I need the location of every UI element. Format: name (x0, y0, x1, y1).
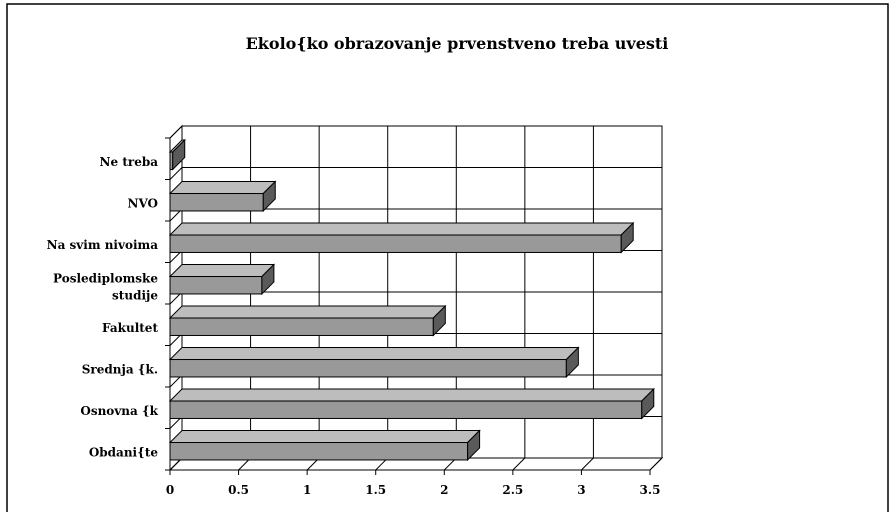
bar (168, 138, 186, 171)
x-tick-label: 0.5 (228, 483, 249, 497)
category-label-line: NVO (127, 196, 158, 210)
x-tick-labels: 0 0.5 1 1.5 2 2.5 3 3.5 (166, 483, 661, 497)
bar-front-face (169, 234, 622, 253)
category-label-line: Poslediplomske (53, 271, 158, 285)
bar (168, 221, 635, 254)
category-label-line: Obdani{te (89, 445, 159, 459)
floor-tick-line (512, 457, 526, 471)
category-label: Ne treba (100, 154, 159, 168)
floor-tick-line (581, 457, 594, 471)
bar-top-face (168, 347, 580, 361)
x-tick-label: 3.5 (640, 483, 661, 497)
bar-side-face (565, 346, 579, 379)
category-label-line: Srednja {k. (82, 362, 158, 376)
bar-side-face (172, 138, 186, 171)
floor-tick-line (649, 457, 663, 471)
bar-front-face (169, 276, 263, 295)
category-label-line: studije (112, 288, 158, 302)
category-label-line: Fakultet (102, 320, 158, 334)
category-label-line: Na svim nivoima (47, 237, 159, 251)
bar (168, 387, 655, 420)
bar (168, 346, 580, 379)
bar (168, 180, 277, 213)
bar (168, 263, 276, 296)
bar-side-face (641, 387, 655, 420)
bars (168, 138, 655, 462)
x-tick-label: 2 (440, 483, 448, 497)
bar-top-face (168, 430, 481, 444)
category-label-line: Ne treba (100, 154, 159, 168)
category-labels: Ne treba NVO Na svim nivoima Poslediplomske… (47, 154, 159, 459)
bar-front-face (169, 400, 643, 419)
chart-title: Ekolo{ko obrazovanje prvenstveno treba u… (246, 34, 669, 53)
category-label: Poslediplomske studije (53, 271, 158, 302)
category-label: NVO (127, 196, 158, 210)
bar-side-face (432, 304, 446, 337)
bar-front-face (169, 317, 434, 336)
bar-front-face (169, 193, 264, 212)
category-label: Osnovna {k (80, 403, 158, 417)
bar-front-face (169, 359, 567, 378)
category-label: Obdani{te (89, 445, 159, 459)
category-label-line: Osnovna {k (80, 403, 158, 417)
x-tick-label: 2.5 (502, 483, 523, 497)
category-label: Srednja {k. (82, 362, 158, 376)
x-tick-label: 3 (577, 483, 585, 497)
bar-side-face (261, 263, 275, 296)
bar-front-face (169, 442, 469, 461)
bar-top-face (168, 305, 447, 319)
left-wall-edge (169, 167, 183, 180)
bar-side-face (262, 180, 276, 213)
bar-top-face (168, 222, 635, 236)
x-tick-label: 1 (303, 483, 311, 497)
category-label: Na svim nivoima (47, 237, 159, 251)
bar-top-face (168, 181, 277, 195)
bar (168, 304, 447, 337)
bar-top-face (168, 388, 655, 402)
bar-side-face (467, 429, 481, 462)
chart-border (6, 3, 889, 512)
x-tick-label: 0 (166, 483, 174, 497)
bar (168, 429, 481, 462)
bar-side-face (620, 221, 634, 254)
x-tick-label: 1.5 (365, 483, 386, 497)
bar-top-face (168, 264, 276, 278)
category-label: Fakultet (102, 320, 158, 334)
